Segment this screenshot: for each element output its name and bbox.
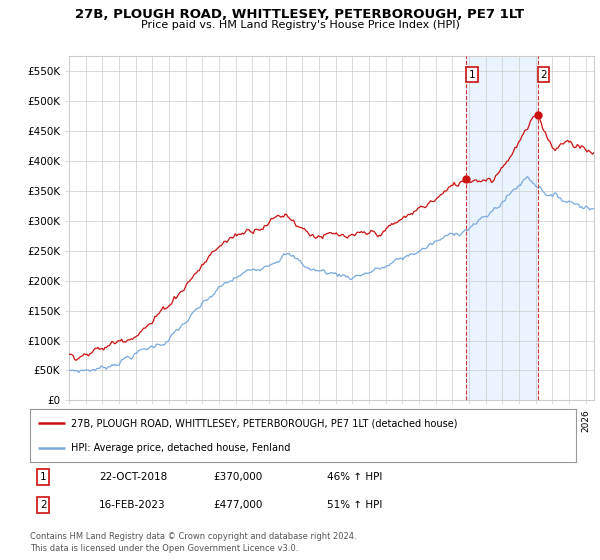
Text: 2: 2 [540, 70, 547, 80]
Text: Contains HM Land Registry data © Crown copyright and database right 2024.
This d: Contains HM Land Registry data © Crown c… [30, 533, 356, 553]
Text: £477,000: £477,000 [213, 500, 262, 510]
Text: 51% ↑ HPI: 51% ↑ HPI [327, 500, 382, 510]
Text: 1: 1 [469, 70, 475, 80]
Text: 2: 2 [40, 500, 47, 510]
Text: 27B, PLOUGH ROAD, WHITTLESEY, PETERBOROUGH, PE7 1LT (detached house): 27B, PLOUGH ROAD, WHITTLESEY, PETERBOROU… [71, 418, 457, 428]
Text: 27B, PLOUGH ROAD, WHITTLESEY, PETERBOROUGH, PE7 1LT: 27B, PLOUGH ROAD, WHITTLESEY, PETERBOROU… [76, 8, 524, 21]
Text: 46% ↑ HPI: 46% ↑ HPI [327, 472, 382, 482]
Bar [466, 56, 538, 400]
Text: £370,000: £370,000 [213, 472, 262, 482]
Text: 16-FEB-2023: 16-FEB-2023 [99, 500, 166, 510]
Text: 22-OCT-2018: 22-OCT-2018 [99, 472, 167, 482]
Text: Price paid vs. HM Land Registry's House Price Index (HPI): Price paid vs. HM Land Registry's House … [140, 20, 460, 30]
Text: HPI: Average price, detached house, Fenland: HPI: Average price, detached house, Fenl… [71, 442, 290, 452]
Text: 1: 1 [40, 472, 47, 482]
